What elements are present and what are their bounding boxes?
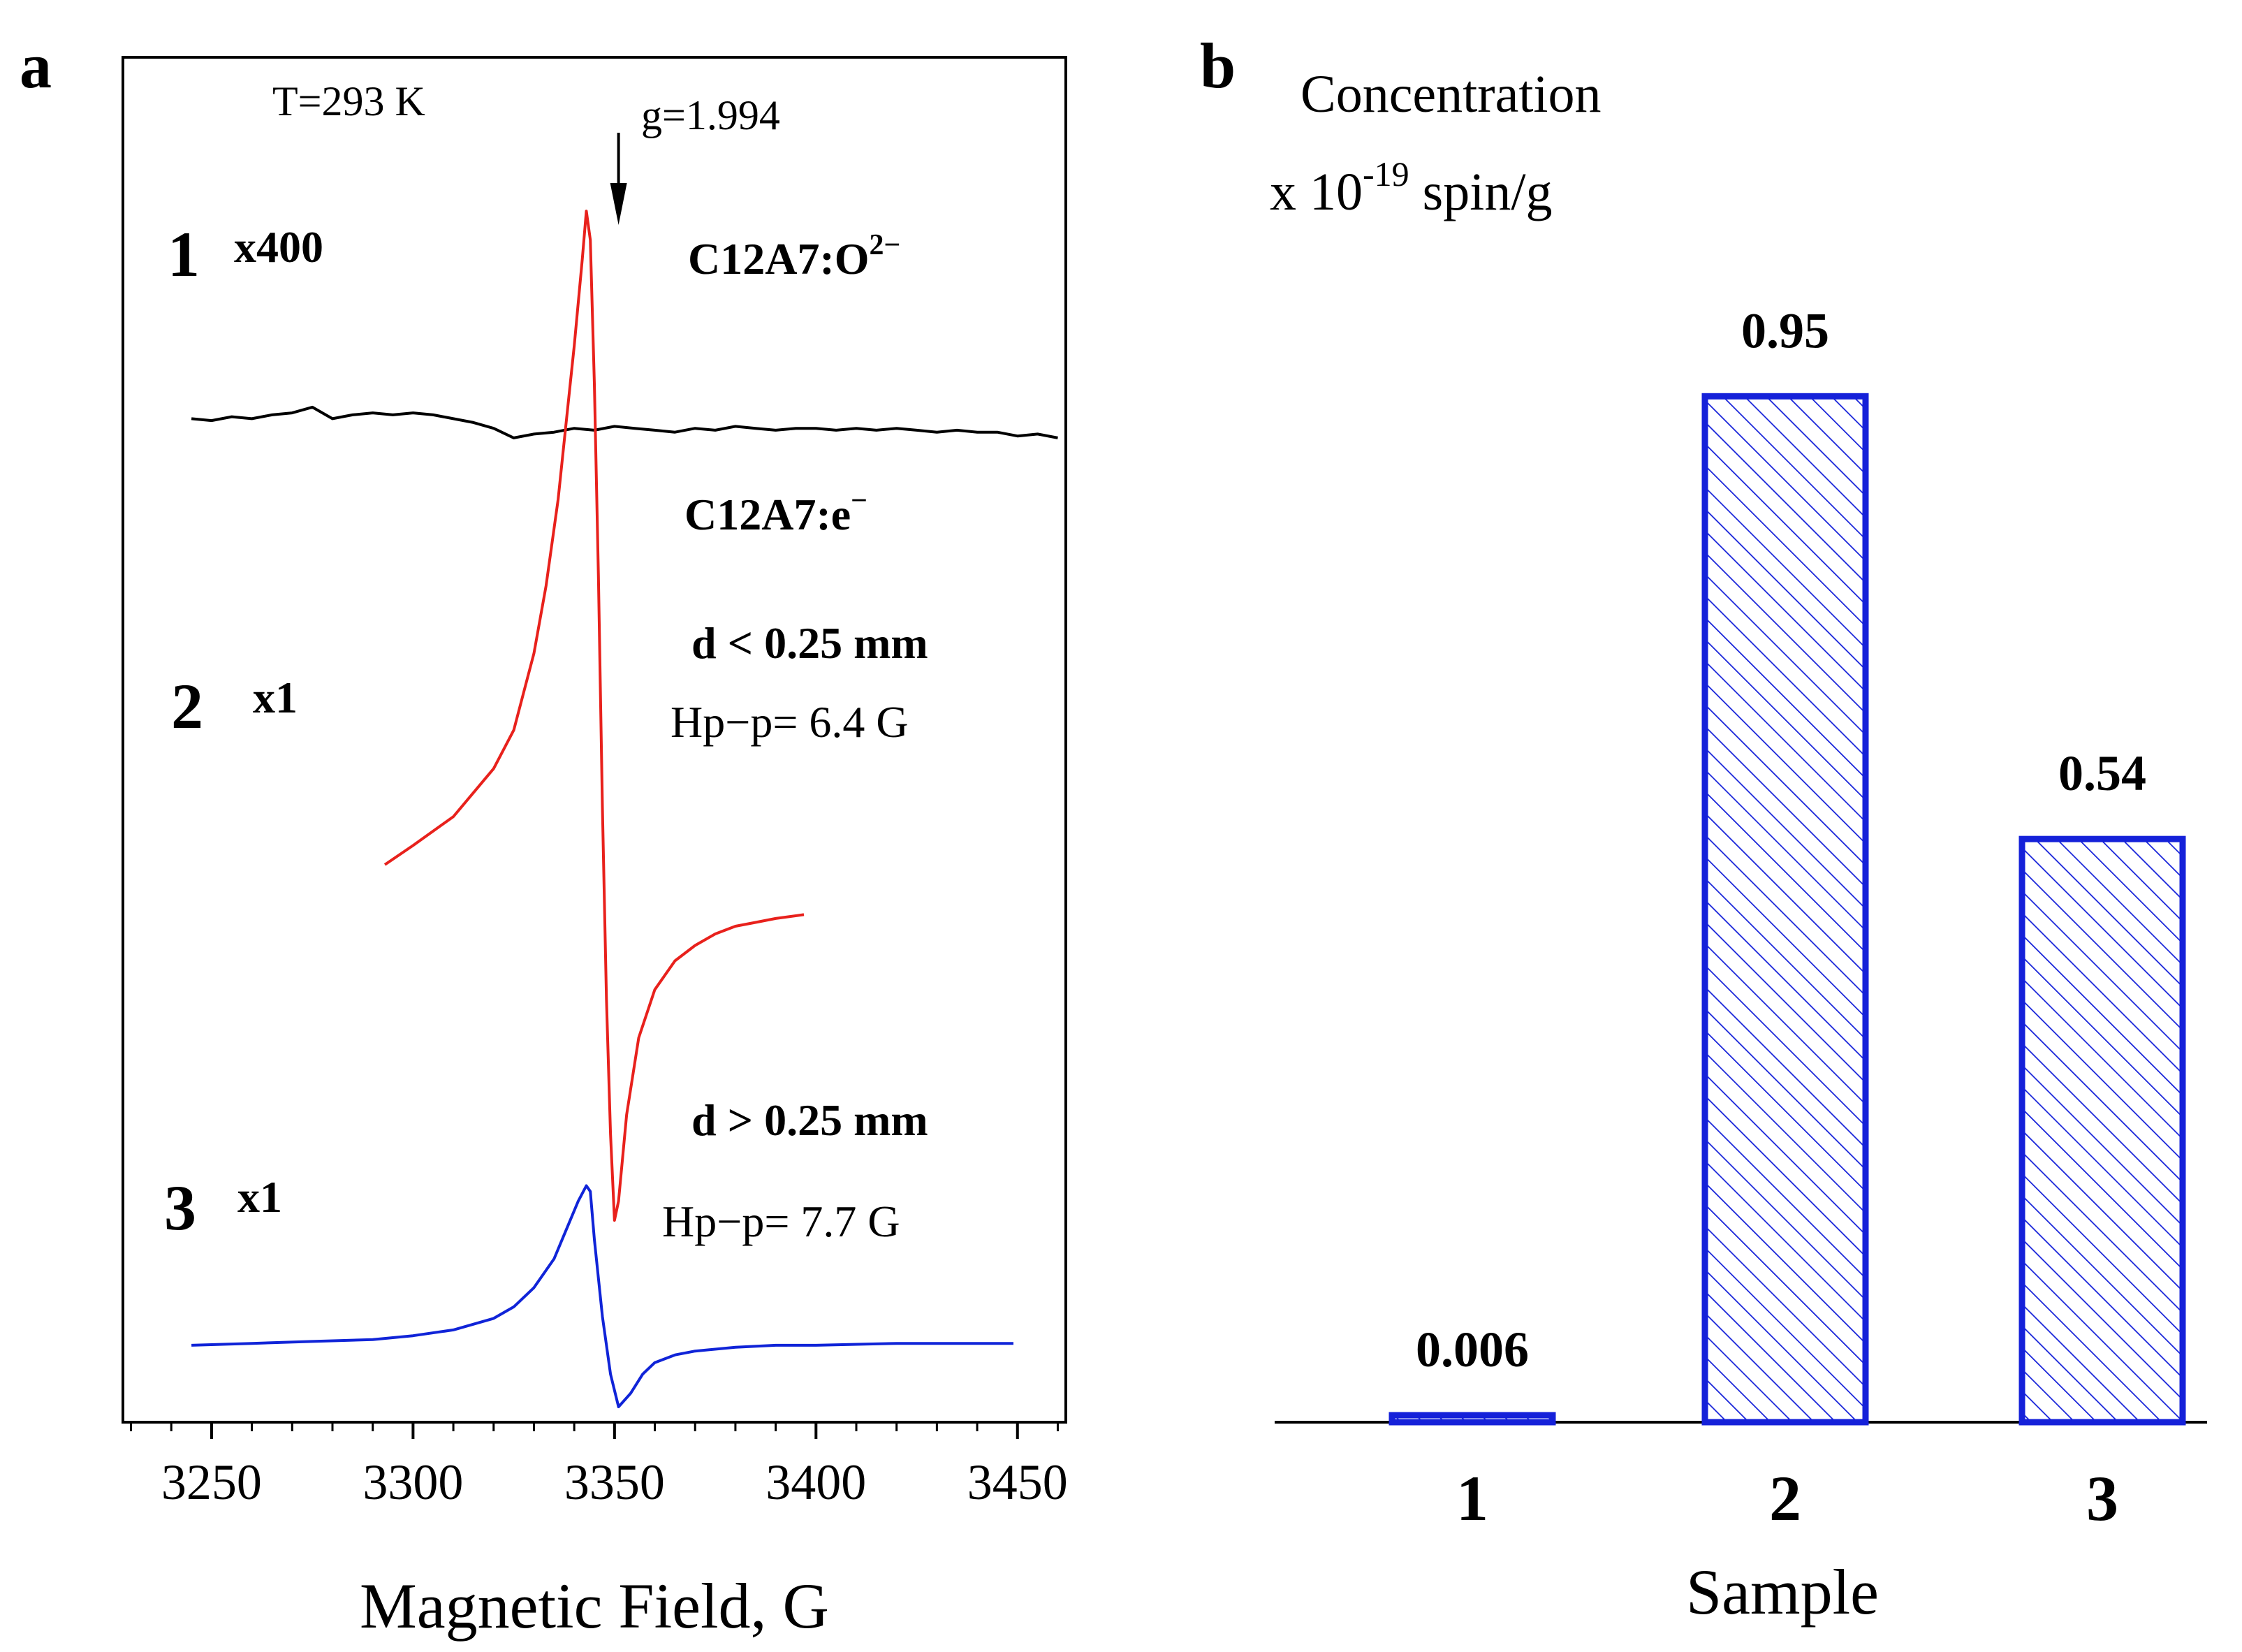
chart-title-line2: x 10-19 spin/g (1270, 154, 1552, 221)
panel-b-label: b (1200, 30, 1236, 101)
spectrum-2-line (383, 210, 805, 1222)
x-axis-title: Magnetic Field, G (360, 1570, 829, 1642)
category-label: 2 (1769, 1463, 1801, 1534)
temperature-label: T=293 K (272, 78, 425, 124)
spectrum-1-line (191, 405, 1058, 439)
panel-a-frame (122, 56, 1067, 1424)
x-axis-title-sample: Sample (1686, 1556, 1879, 1628)
spectrum-1-number: 1 (168, 219, 200, 290)
category-labels: 1 2 3 (1456, 1463, 2118, 1534)
spectrum-1-material: C12A7:O2− (688, 229, 900, 284)
bar-value-label: 0.54 (2058, 745, 2146, 801)
spectrum-2-number: 2 (171, 671, 203, 742)
g-factor-label: g=1.994 (641, 92, 780, 138)
spectrum-2-size: d < 0.25 mm (691, 618, 928, 668)
bar-sample-1 (1389, 1412, 1556, 1426)
spectrum-2-material: C12A7:e− (684, 485, 867, 539)
spectrum-3-size: d > 0.25 mm (691, 1095, 928, 1145)
spectrum-3-number: 3 (164, 1172, 196, 1243)
spectrum-3-scale: x1 (237, 1172, 282, 1222)
x-tick-label: 3400 (765, 1454, 866, 1510)
spectrum-3-line (191, 1184, 1013, 1408)
g-factor-arrow (610, 133, 627, 225)
chart-title-line1: Concentration (1300, 65, 1602, 124)
spectrum-3-width: Hp−p= 7.7 G (662, 1197, 900, 1246)
panel-a-epr-spectra: a 3250 3300 3350 3400 3450 T=293 K g=1.994 1… (20, 30, 1068, 1642)
spectrum-2-width: Hp−p= 6.4 G (671, 697, 909, 747)
panel-b-concentration-bars: b Concentration x 10-19 spin/g 0.006 0.95… (1200, 30, 2207, 1628)
panel-a-label: a (20, 30, 52, 101)
bars: 0.006 0.95 0.54 (1389, 302, 2186, 1426)
bar-value-label: 0.95 (1741, 302, 1829, 358)
bar-sample-2 (1701, 393, 1869, 1426)
x-tick-label: 3250 (161, 1454, 262, 1510)
bar-value-label: 0.006 (1416, 1322, 1529, 1377)
spectra-curves (191, 210, 1058, 1408)
x-tick-label: 3450 (967, 1454, 1068, 1510)
category-label: 1 (1456, 1463, 1488, 1534)
spectrum-2-scale: x1 (253, 673, 298, 722)
x-axis-ticks: 3250 3300 3350 3400 3450 (130, 1422, 1068, 1510)
spectrum-1-scale: x400 (234, 222, 323, 272)
x-tick-label: 3300 (362, 1454, 463, 1510)
bar-sample-3 (2018, 835, 2186, 1426)
category-label: 3 (2086, 1463, 2118, 1534)
x-tick-label: 3350 (564, 1454, 665, 1510)
